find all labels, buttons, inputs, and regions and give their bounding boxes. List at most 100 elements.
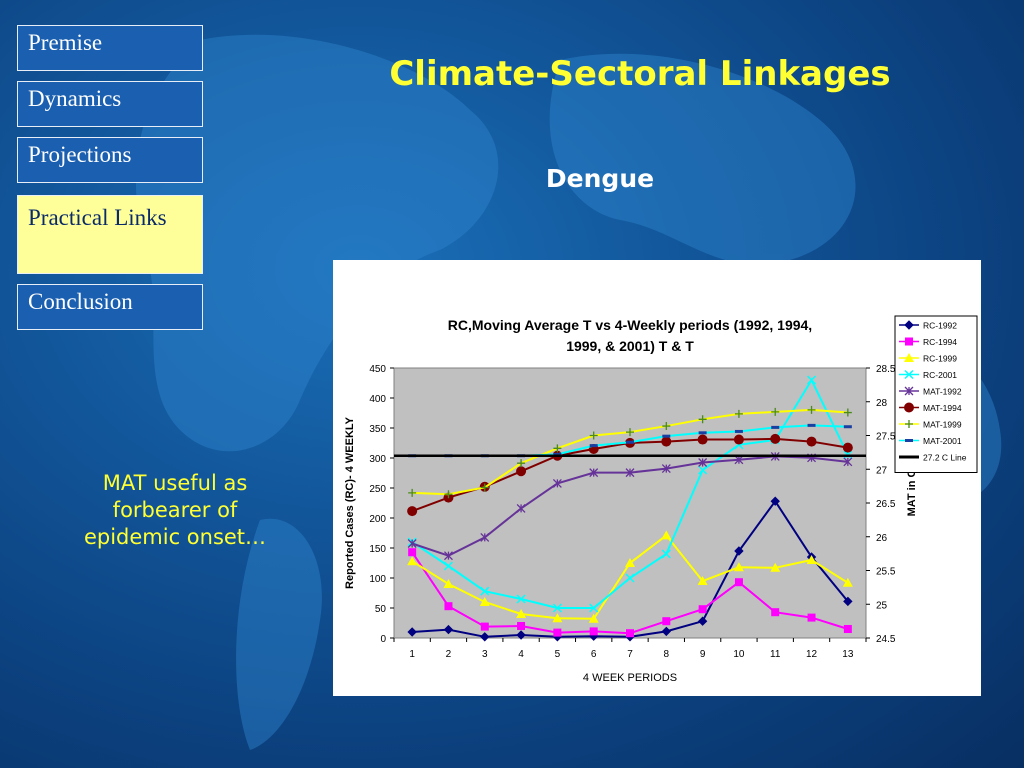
data-point bbox=[661, 549, 671, 559]
x-tick-label: 10 bbox=[733, 649, 745, 660]
data-point bbox=[661, 436, 672, 447]
data-point bbox=[734, 429, 743, 433]
nav-conclusion[interactable]: Conclusion bbox=[17, 284, 203, 330]
data-point bbox=[733, 562, 744, 572]
y-tick-label: 300 bbox=[369, 454, 386, 465]
data-point bbox=[553, 628, 562, 637]
data-point bbox=[807, 613, 816, 622]
data-point bbox=[843, 408, 852, 417]
y-tick-label: 100 bbox=[369, 574, 386, 585]
nav-practical-links[interactable]: Practical Links bbox=[17, 195, 203, 274]
chart-title-line-1: RC,Moving Average T vs 4-Weekly periods … bbox=[448, 317, 812, 333]
data-point bbox=[734, 455, 744, 465]
slide-note: MAT useful as forbearer of epidemic onse… bbox=[83, 471, 267, 549]
data-point bbox=[480, 632, 490, 642]
y2-tick-label: 25.5 bbox=[876, 567, 896, 578]
data-point bbox=[479, 597, 490, 606]
data-point bbox=[480, 483, 489, 492]
legend-marker bbox=[905, 420, 913, 428]
data-point bbox=[698, 431, 707, 435]
y-tick-label: 250 bbox=[369, 484, 386, 495]
data-point bbox=[842, 577, 853, 587]
data-point bbox=[734, 546, 744, 556]
y2-axis-label: MAT in C bbox=[906, 470, 918, 517]
y-axis-label: Reported Cases (RC)- 4 WEEKLY bbox=[344, 416, 356, 589]
data-point bbox=[770, 433, 781, 444]
legend-marker bbox=[904, 320, 914, 330]
data-point bbox=[553, 444, 562, 453]
x-tick-label: 8 bbox=[664, 649, 670, 660]
data-point bbox=[843, 457, 853, 467]
data-point bbox=[770, 496, 780, 506]
y-tick-label: 350 bbox=[369, 424, 386, 435]
data-point bbox=[661, 530, 672, 540]
legend-label: MAT-1992 bbox=[923, 387, 962, 397]
y2-tick-label: 28 bbox=[876, 398, 888, 409]
x-tick-label: 6 bbox=[591, 649, 597, 660]
nav-premise[interactable]: Premise bbox=[17, 25, 203, 71]
legend-marker bbox=[904, 369, 914, 380]
data-point bbox=[443, 579, 454, 588]
data-point bbox=[516, 630, 526, 640]
legend-label: MAT-1999 bbox=[923, 420, 962, 430]
nav-premise-label: Premise bbox=[28, 30, 103, 55]
data-point bbox=[625, 558, 635, 567]
data-point bbox=[734, 409, 743, 418]
slide-subtitle: Dengue bbox=[545, 164, 655, 193]
data-point bbox=[517, 459, 526, 468]
legend-marker bbox=[904, 353, 914, 362]
data-point bbox=[516, 466, 527, 477]
data-point bbox=[770, 562, 781, 572]
data-point bbox=[553, 452, 562, 456]
data-point bbox=[843, 425, 852, 429]
data-point bbox=[843, 596, 853, 607]
data-point bbox=[807, 423, 816, 427]
data-point bbox=[626, 428, 634, 437]
nav-dynamics-label: Dynamics bbox=[28, 86, 122, 111]
data-point bbox=[842, 442, 853, 453]
legend-marker bbox=[904, 402, 914, 413]
data-point bbox=[843, 625, 852, 633]
y2-tick-label: 25 bbox=[876, 600, 888, 611]
data-point bbox=[516, 609, 527, 618]
data-point bbox=[444, 490, 453, 499]
x-tick-label: 12 bbox=[806, 649, 818, 660]
data-point bbox=[552, 613, 563, 623]
data-point bbox=[480, 586, 490, 596]
data-point bbox=[407, 506, 418, 517]
data-point bbox=[662, 617, 671, 626]
data-point bbox=[697, 576, 708, 585]
data-point bbox=[662, 434, 671, 438]
data-point bbox=[625, 468, 635, 478]
y-tick-label: 400 bbox=[369, 394, 386, 405]
data-point bbox=[698, 458, 708, 467]
x-tick-label: 13 bbox=[842, 649, 854, 660]
nav-dynamics[interactable]: Dynamics bbox=[17, 81, 203, 127]
x-axis-label: 4 WEEK PERIODS bbox=[583, 672, 677, 684]
data-point bbox=[589, 627, 598, 636]
data-point bbox=[589, 603, 599, 613]
data-point bbox=[806, 436, 817, 447]
y-tick-label: 50 bbox=[375, 604, 387, 615]
nav-projections[interactable]: Projections bbox=[17, 137, 203, 183]
data-point bbox=[661, 464, 671, 474]
data-point bbox=[443, 561, 453, 571]
data-point bbox=[771, 407, 780, 416]
legend-label: RC-1999 bbox=[923, 354, 957, 364]
legend-marker bbox=[905, 337, 913, 346]
data-point bbox=[443, 624, 454, 635]
data-point bbox=[733, 434, 744, 445]
data-point bbox=[589, 444, 598, 448]
legend-label: RC-1992 bbox=[923, 321, 957, 331]
data-point bbox=[697, 616, 708, 626]
x-tick-label: 1 bbox=[409, 649, 415, 660]
y2-tick-label: 27.5 bbox=[876, 432, 896, 443]
slide-title: Climate-Sectoral Linkages bbox=[389, 54, 891, 94]
data-point bbox=[626, 629, 634, 638]
data-point bbox=[771, 425, 780, 429]
data-point bbox=[516, 594, 526, 604]
data-point bbox=[517, 622, 526, 630]
x-tick-label: 4 bbox=[518, 649, 524, 660]
data-point bbox=[407, 556, 418, 566]
data-point bbox=[480, 622, 489, 631]
